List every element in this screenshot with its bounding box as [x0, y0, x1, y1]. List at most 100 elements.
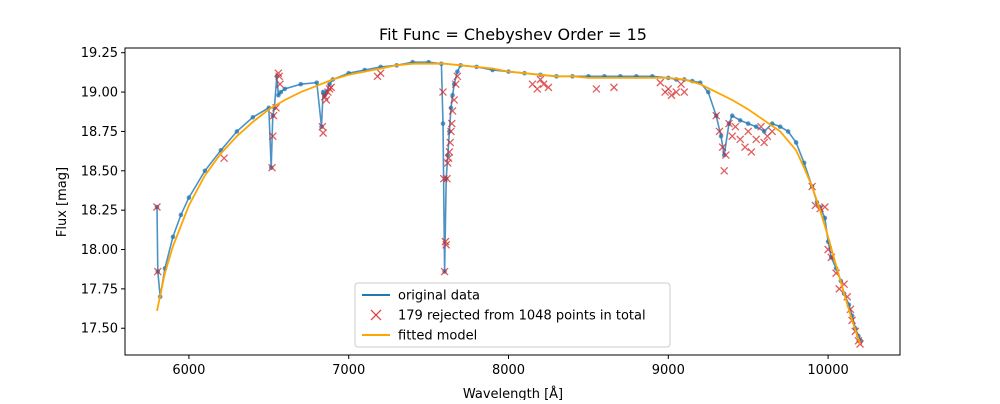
rejected-point [539, 80, 548, 89]
original-data-point [785, 129, 791, 134]
rejected-point [677, 80, 686, 89]
original-data-point [282, 86, 288, 92]
original-data-point [737, 118, 743, 123]
original-data-point [753, 124, 759, 130]
legend-swatch-rejected [370, 309, 382, 321]
legend: original data 179 rejected from 1048 poi… [354, 282, 671, 348]
rejected-point [741, 143, 749, 152]
series-layer [152, 59, 865, 348]
rejected-point [440, 267, 449, 276]
rejected-point [736, 135, 745, 144]
x-axis-ticks: 6000 7000 8000 9000 10000 [172, 355, 849, 378]
y-tick-label: 19.00 [81, 86, 118, 101]
rejected-point [450, 95, 459, 104]
rejected-point [536, 75, 545, 84]
rejected-point [446, 138, 455, 147]
rejected-point [445, 147, 454, 156]
chart-title: Fit Func = Chebyshev Order = 15 [379, 25, 647, 44]
plot-area [124, 47, 901, 356]
rejected-point [275, 72, 284, 81]
rejected-point [721, 151, 730, 160]
y-tick-label: 18.25 [81, 204, 118, 219]
x-tick-label: 6000 [172, 363, 205, 378]
rejected-point [718, 143, 727, 152]
x-tick-label: 10000 [807, 363, 848, 378]
original-data-point [745, 121, 751, 126]
legend-label-rejected: 179 rejected from 1048 points in total [398, 309, 646, 324]
rejected-point [447, 119, 456, 128]
original-data-point [440, 121, 446, 126]
rejected-point [747, 147, 756, 156]
original-data-point [170, 234, 176, 240]
rejected-point [268, 132, 277, 141]
rejected-point [153, 267, 162, 276]
rejected-point [667, 91, 676, 100]
rejected-point [376, 69, 385, 78]
y-tick-label: 18.50 [81, 164, 118, 179]
rejected-point [439, 174, 448, 183]
original-data-point [314, 80, 320, 85]
legend-label-original: original data [398, 289, 480, 304]
original-data-point [705, 89, 711, 95]
legend-label-model: fitted model [398, 329, 477, 344]
original-data-point [729, 113, 735, 118]
rejected-point [731, 122, 740, 131]
rejected-point [442, 240, 451, 249]
rejected-point [220, 154, 229, 163]
rejected-point [610, 83, 618, 92]
axes-frame [124, 47, 901, 356]
rejected-point [680, 88, 689, 97]
rejected-point [760, 138, 769, 147]
original-data-point [793, 140, 799, 145]
x-tick-label: 7000 [332, 363, 365, 378]
legend-box [354, 282, 671, 348]
original-data-point [298, 81, 304, 87]
original-data-point [186, 195, 192, 200]
rejected-point [672, 88, 681, 97]
rejected-point [276, 80, 284, 89]
rejected-point [715, 127, 724, 136]
original-data-point [761, 129, 767, 134]
rejected-point [720, 166, 729, 175]
rejected-point [447, 127, 455, 136]
original-data-point [455, 69, 460, 74]
rejected-point [444, 154, 453, 163]
rejected-point [592, 84, 601, 93]
x-tick-label: 9000 [652, 363, 685, 378]
rejected-point [272, 103, 280, 112]
rejected-point [319, 129, 328, 137]
y-tick-label: 18.00 [81, 243, 118, 258]
original-data-point [276, 92, 281, 98]
original-data-point [822, 215, 828, 221]
rejected-point [448, 107, 457, 115]
y-tick-label: 19.25 [81, 46, 118, 61]
rejected-point [725, 119, 733, 128]
y-tick-label: 17.50 [81, 322, 118, 337]
rejected-point [269, 111, 278, 120]
rejected-point [439, 88, 447, 97]
rejected-point [152, 203, 161, 211]
original-data-point [278, 89, 284, 95]
rejected-point [664, 84, 673, 93]
original-data-point [202, 168, 208, 174]
rejected-point [268, 163, 276, 172]
rejected-point [744, 127, 753, 136]
rejected-point [728, 132, 737, 141]
rejected-point [544, 83, 553, 92]
rejected-point [768, 127, 777, 136]
rejected-point [656, 78, 665, 87]
rejected-point [712, 111, 721, 120]
x-tick-label: 8000 [492, 363, 525, 378]
rejected-point [327, 83, 336, 92]
x-axis-label: Wavelength [Å] [463, 386, 563, 400]
original-data-point [777, 124, 783, 130]
original-data-point [250, 114, 256, 120]
rejected-point [443, 174, 451, 183]
rejected-point [453, 72, 462, 81]
rejected-point [322, 95, 331, 104]
rejected-point [757, 122, 765, 131]
original-data-point [178, 212, 184, 218]
rejected-point [318, 122, 327, 131]
